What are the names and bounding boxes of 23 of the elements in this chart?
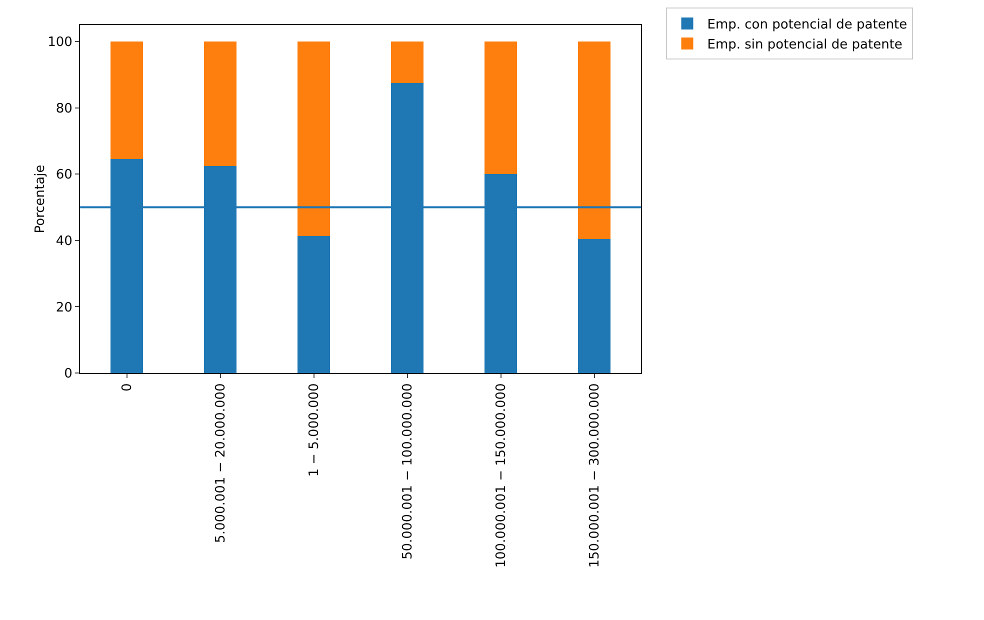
bar — [578, 42, 611, 239]
x-tick-label: 150.000.001 − 300.000.000 — [587, 383, 602, 568]
y-tick-label: 40 — [56, 234, 72, 249]
bar — [204, 42, 237, 166]
bar — [297, 236, 330, 373]
y-tick-label: 60 — [56, 168, 72, 183]
x-tick-label: 1 − 5.000.000 — [306, 383, 322, 477]
y-axis-title: Porcentaje — [33, 164, 48, 234]
bar — [390, 42, 424, 83]
y-tick-label: 80 — [56, 101, 72, 116]
legend-label: Emp. sin potencial de patente — [707, 38, 902, 53]
bar — [484, 42, 518, 174]
x-tick-label: 50.000.001 − 100.000.000 — [400, 383, 416, 560]
bar — [578, 238, 611, 373]
bar — [110, 42, 144, 160]
y-tick-label: 100 — [48, 35, 72, 50]
x-tick-label: 100.000.001 − 150.000.000 — [494, 383, 509, 568]
y-tick-label: 0 — [64, 366, 72, 382]
x-tick-label: 0 — [120, 383, 135, 392]
bar — [297, 42, 330, 236]
y-tick-label: 20 — [56, 300, 72, 316]
x-tick-label: 5.000.001 − 20.000.000 — [213, 383, 228, 543]
legend-label: Emp. con potencial de patente — [707, 18, 908, 33]
